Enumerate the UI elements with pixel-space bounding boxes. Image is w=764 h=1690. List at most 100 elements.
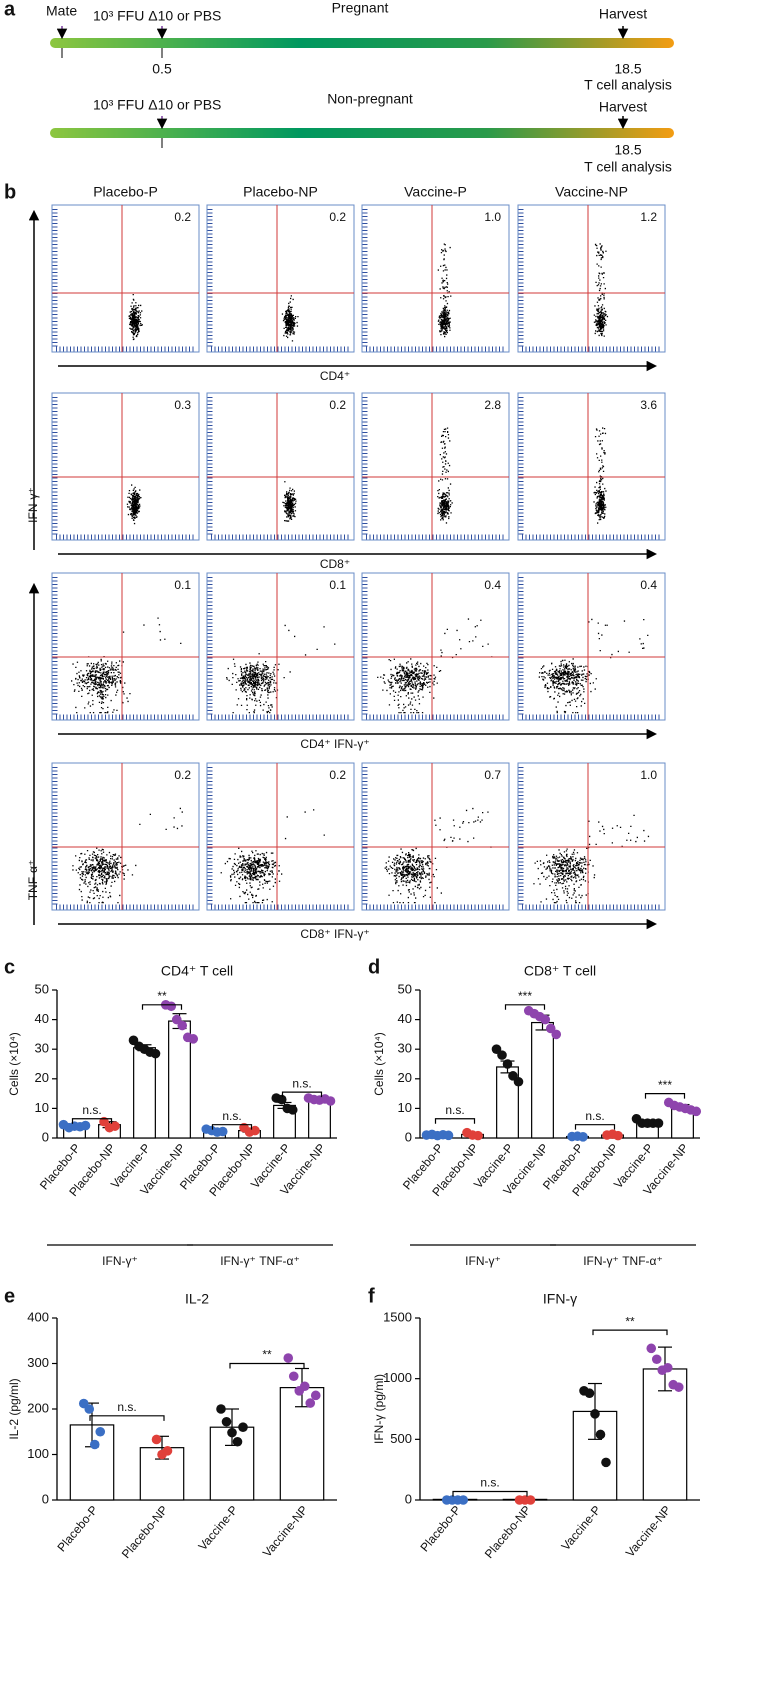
x-tick-label: Vaccine-P [195,1503,240,1553]
data-point [217,1126,228,1137]
y-tick-label: 200 [27,1400,49,1415]
quadrant-value: 0.4 [484,578,501,592]
group-label: IFN-γ⁺ [102,1254,138,1268]
quadrant-value: 1.0 [484,210,501,224]
y-tick-label: 20 [398,1070,412,1085]
panel-letter: d [368,956,380,978]
significance-label: n.s. [222,1109,241,1123]
y-tick-label: 50 [398,981,412,996]
data-point [525,1495,536,1505]
quadrant-value: 0.2 [329,768,346,782]
label: T cell analysis [584,159,672,175]
data-point [305,1398,316,1408]
plot-frame [361,392,510,541]
y-tick-label: 30 [35,1041,49,1056]
group-label: IFN-γ⁺ [465,1254,501,1268]
dot-cloud [281,295,299,342]
data-point [188,1034,199,1044]
bar [531,1021,554,1139]
y-tick-label: 1500 [383,1309,412,1324]
data-point [287,1105,298,1115]
y-tick-label: 0 [42,1491,49,1506]
significance-bracket [89,1415,165,1421]
significance-bracket [229,1362,305,1369]
significance-label: n.s. [445,1103,464,1117]
label: 10³ FFU Δ10 or PBS [93,97,221,113]
data-point [497,1050,507,1060]
dot-cloud [126,484,142,525]
chart-title: IL-2 [185,1291,209,1307]
data-point [216,1404,226,1414]
label: T cell analysis [584,77,672,93]
significance-label: *** [658,1078,672,1092]
label: Harvest [599,99,647,115]
data-point [513,1076,524,1087]
plot-frame [206,762,355,911]
plot-frame [517,572,666,721]
label: Mate [46,3,77,19]
dot-cloud [72,807,183,904]
x-tick-label: Vaccine-NP [260,1503,311,1560]
significance-bracket [281,1091,323,1098]
plot-frame [517,762,666,911]
y-axis-label: IFN-γ (pg/ml) [372,1374,386,1444]
y-tick-label: 0 [42,1129,49,1144]
data-point [166,1001,177,1012]
significance-bracket [71,1118,113,1124]
data-point [95,1426,106,1437]
significance-label: ** [157,989,167,1003]
significance-label: *** [518,989,532,1003]
chart-title: IFN-γ [543,1291,577,1307]
significance-bracket [644,1093,686,1099]
data-point [162,1446,173,1456]
data-point [502,1059,513,1069]
dot-cloud [593,243,609,337]
data-point [601,1457,611,1468]
column-header: Vaccine-NP [555,184,628,200]
data-point [551,1029,562,1040]
significance-label: n.s. [82,1103,101,1117]
data-point [238,1422,248,1432]
chart-title: CD4⁺ T cell [161,963,233,979]
plot-frame [206,572,355,721]
data-point [84,1404,95,1414]
plot-frame [206,392,355,541]
label: 18.5 [614,142,641,158]
y-axis-label: Cells (×10⁴) [7,1032,21,1096]
data-point [673,1382,684,1392]
dot-cloud [220,809,325,904]
data-point [80,1120,91,1131]
significance-bracket [141,1004,183,1010]
label: Harvest [599,6,647,22]
column-header: Vaccine-P [404,184,467,200]
axis-label: CD4⁺ IFN-γ⁺ [300,737,369,751]
data-point [89,1439,100,1450]
quadrant-value: 3.6 [640,398,657,412]
data-point [590,1409,600,1419]
quadrant-value: 0.2 [329,398,346,412]
y-tick-label: 30 [398,1041,412,1056]
data-point [276,1094,287,1105]
dot-cloud [538,618,649,714]
data-point [250,1125,260,1136]
dot-cloud [533,814,650,904]
plot-frame [517,392,666,541]
dot-cloud [437,427,453,524]
data-point [288,1371,299,1382]
y-tick-label: 10 [398,1100,412,1115]
data-point [221,1416,232,1427]
data-point [653,1118,664,1128]
y-tick-label: 400 [27,1309,49,1324]
data-point [578,1132,588,1142]
axis-label: IFN-γ⁺ [26,487,40,523]
data-point [310,1390,321,1401]
data-point [540,1014,551,1025]
quadrant-value: 0.2 [174,210,191,224]
plot-frame [51,572,200,721]
significance-bracket [592,1329,668,1336]
label: 18.5 [614,61,641,77]
y-tick-label: 100 [27,1446,49,1461]
significance-bracket [211,1124,253,1130]
y-tick-label: 0 [405,1491,412,1506]
